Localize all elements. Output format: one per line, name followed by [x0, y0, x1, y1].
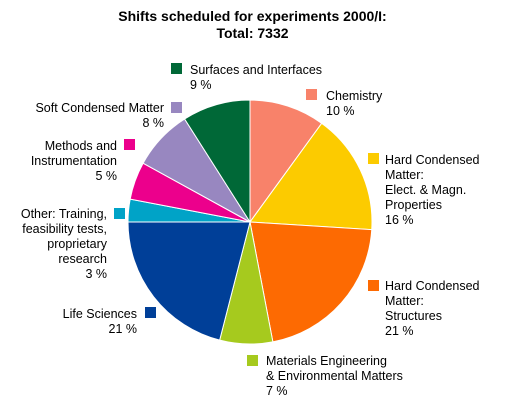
- slice-percent-label: 10 %: [326, 104, 355, 118]
- slice-label-line: Surfaces and Interfaces: [190, 63, 322, 77]
- legend-swatch-5: [145, 307, 156, 318]
- slice-percent-label: 3 %: [85, 267, 107, 281]
- pie-slice-5: [127, 221, 251, 341]
- slice-label-line: & Environmental Matters: [266, 369, 403, 383]
- slice-label-6: Other: Training, feasibility tests, propri…: [21, 207, 108, 281]
- slice-label-line: Elect. & Magn.: [385, 183, 466, 197]
- slice-label-line: Hard Condensed: [385, 279, 480, 293]
- pie-slice-3: [249, 221, 373, 343]
- slice-label-3: Hard Condensed Matter: Structures 21 %: [385, 279, 480, 338]
- slice-label-7: Methods and Instrumentation 5 %: [31, 139, 117, 183]
- legend-swatch-9: [171, 63, 182, 74]
- slice-percent-label: 5 %: [95, 169, 117, 183]
- slice-label-line: Life Sciences: [63, 307, 137, 321]
- legend-swatch-7: [124, 139, 135, 150]
- slice-percent-label: 21 %: [109, 322, 138, 336]
- slice-percent-label: 8 %: [142, 116, 164, 130]
- slice-label-line: Structures: [385, 309, 442, 323]
- slice-label-line: Hard Condensed: [385, 153, 480, 167]
- legend-swatch-8: [171, 102, 182, 113]
- slice-percent-label: 21 %: [385, 324, 414, 338]
- chart-subtitle: Total: 7332: [216, 25, 289, 41]
- slice-label-line: proprietary: [47, 237, 107, 251]
- slice-label-line: Matter:: [385, 294, 424, 308]
- legend-swatch-4: [247, 355, 258, 366]
- legend-swatch-6: [114, 208, 125, 219]
- slice-label-8: Soft Condensed Matter 8 %: [35, 101, 164, 130]
- slice-percent-label: 16 %: [385, 213, 414, 227]
- chart-title: Shifts scheduled for experiments 2000/I:: [118, 8, 387, 24]
- slice-label-line: feasibility tests,: [22, 222, 107, 236]
- pie-slice-2: [249, 122, 373, 231]
- slice-label-1: Chemistry 10 %: [326, 89, 383, 118]
- slice-label-line: Matter:: [385, 168, 424, 182]
- slice-label-line: Properties: [385, 198, 442, 212]
- slice-label-line: Instrumentation: [31, 154, 117, 168]
- slice-percent-label: 7 %: [266, 384, 288, 398]
- slice-label-9: Surfaces and Interfaces 9 %: [190, 63, 322, 92]
- slice-label-5: Life Sciences 21 %: [63, 307, 137, 336]
- slice-label-line: Chemistry: [326, 89, 383, 103]
- slice-label-2: Hard Condensed Matter: Elect. & Magn. Prope…: [385, 153, 480, 227]
- slice-label-line: Materials Engineering: [266, 354, 387, 368]
- slice-label-line: Other: Training,: [21, 207, 107, 221]
- slice-label-line: Methods and: [45, 139, 117, 153]
- slice-percent-label: 9 %: [190, 78, 212, 92]
- legend-swatch-2: [368, 153, 379, 164]
- legend-swatch-3: [368, 280, 379, 291]
- pie-slice-9: [183, 99, 251, 224]
- slice-label-4: Materials Engineering & Environmental Mat…: [266, 354, 403, 398]
- slice-label-line: research: [58, 252, 107, 266]
- chart-title-block: Shifts scheduled for experiments 2000/I:…: [0, 8, 505, 42]
- pie-slice-1: [249, 99, 323, 224]
- legend-swatch-1: [306, 89, 317, 100]
- slice-label-line: Soft Condensed Matter: [35, 101, 164, 115]
